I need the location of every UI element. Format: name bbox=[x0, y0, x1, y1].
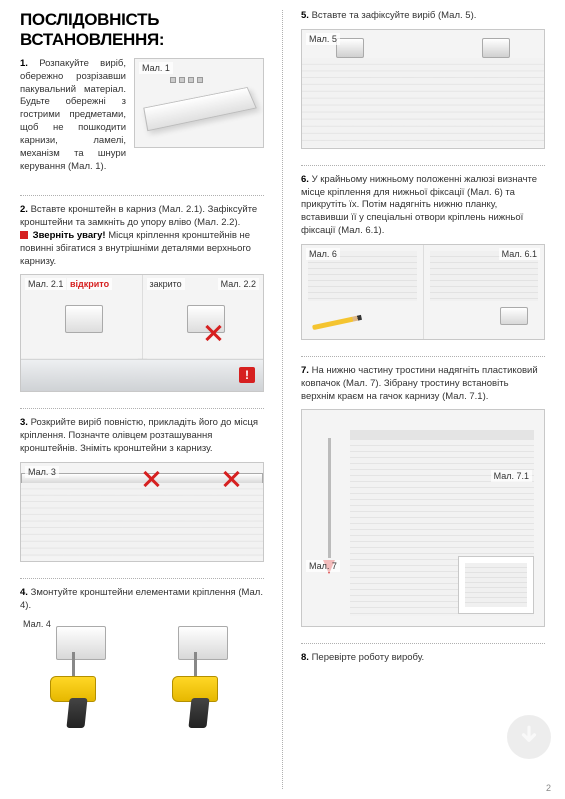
figure-7-label: Мал. 7 bbox=[306, 560, 340, 572]
figure-6: Мал. 6 Мал. 6.1 bbox=[301, 244, 545, 340]
figure-3-label: Мал. 3 bbox=[25, 466, 59, 478]
figure-2-1-label: Мал. 2.1 bbox=[25, 278, 66, 290]
figure-3: Мал. 3 bbox=[20, 462, 264, 562]
bracket-icon bbox=[56, 626, 106, 660]
drill-icon bbox=[172, 676, 234, 728]
figure-1-label: Мал. 1 bbox=[139, 62, 173, 74]
divider bbox=[301, 643, 545, 644]
divider bbox=[20, 578, 264, 579]
figure-4-right bbox=[142, 618, 264, 728]
step-5-text: 5. Вставте та зафіксуйте виріб (Мал. 5). bbox=[301, 10, 545, 23]
figure-2-2-label: Мал. 2.2 bbox=[218, 278, 259, 290]
figure-5: Мал. 5 bbox=[301, 29, 545, 149]
left-column: ПОСЛІДОВНІСТЬ ВСТАНОВЛЕННЯ: 1. Розпакуйт… bbox=[20, 10, 264, 789]
figure-6-label: Мал. 6 bbox=[306, 248, 340, 260]
small-parts-icon bbox=[170, 77, 203, 83]
divider bbox=[301, 165, 545, 166]
bracket-icon bbox=[178, 626, 228, 660]
step-3-text: 3. Розкрийте виріб повністю, прикладіть … bbox=[20, 417, 264, 455]
wand-icon bbox=[328, 438, 331, 558]
figure-2-2: закрито Мал. 2.2 ! bbox=[143, 275, 264, 391]
step-4-text: 4. Змонтуйте кронштейни елементами кріпл… bbox=[20, 587, 264, 613]
blinds-mini-icon bbox=[465, 563, 527, 607]
step-8-text: 8. Перевірте роботу виробу. bbox=[301, 652, 545, 665]
divider bbox=[20, 408, 264, 409]
headrail-icon bbox=[143, 87, 257, 131]
figure-7-1-label: Мал. 7.1 bbox=[491, 470, 532, 482]
figure-6-1-label: Мал. 6.1 bbox=[499, 248, 540, 260]
watermark-arrow-icon bbox=[507, 715, 551, 759]
state-closed-label: закрито bbox=[147, 278, 185, 290]
step-2-text: 2. Вставте кронштейн в карниз (Мал. 2.1)… bbox=[20, 204, 264, 268]
right-column: 5. Вставте та зафіксуйте виріб (Мал. 5).… bbox=[301, 10, 545, 789]
figure-4-label: Мал. 4 bbox=[20, 618, 54, 630]
cross-icon bbox=[203, 323, 223, 343]
figure-5-label: Мал. 5 bbox=[306, 33, 340, 45]
figure-4-left: Мал. 4 bbox=[20, 618, 142, 728]
figure-1: Мал. 1 bbox=[134, 58, 264, 148]
figure-7: Мал. 7 Мал. 7.1 bbox=[301, 409, 545, 627]
instruction-page: ПОСЛІДОВНІСТЬ ВСТАНОВЛЕННЯ: 1. Розпакуйт… bbox=[0, 0, 565, 799]
step-6-text: 6. У крайньому нижньому положенні жалюзі… bbox=[301, 174, 545, 238]
figure-6-1: Мал. 6.1 bbox=[424, 245, 545, 339]
step-1-block: 1. Розпакуйте виріб, обережно розрізавши… bbox=[20, 58, 264, 179]
column-divider bbox=[282, 10, 283, 789]
figure-2: Мал. 2.1 відкрито закрито Мал. 2.2 ! bbox=[20, 274, 264, 392]
blinds-icon bbox=[301, 58, 545, 147]
pencil-icon bbox=[312, 315, 362, 330]
figure-2-1: Мал. 2.1 відкрито bbox=[21, 275, 143, 391]
figure-7-1-inset bbox=[458, 556, 534, 614]
step-1-text: 1. Розпакуйте виріб, обережно розрізавши… bbox=[20, 58, 126, 173]
state-open-label: відкрито bbox=[67, 278, 112, 290]
figure-4: Мал. 4 bbox=[20, 618, 264, 728]
blinds-icon bbox=[20, 483, 264, 556]
figure-6-left: Мал. 6 bbox=[302, 245, 424, 339]
page-number: 2 bbox=[546, 783, 551, 793]
mount-icon bbox=[482, 38, 510, 58]
error-badge: ! bbox=[239, 367, 255, 383]
bracket-open-icon bbox=[65, 305, 103, 333]
mount-icon bbox=[336, 38, 364, 58]
divider bbox=[301, 356, 545, 357]
drill-icon bbox=[50, 676, 112, 728]
page-title: ПОСЛІДОВНІСТЬ ВСТАНОВЛЕННЯ: bbox=[20, 10, 264, 50]
divider bbox=[20, 195, 264, 196]
cross-icon bbox=[141, 469, 161, 489]
bottom-clip-icon bbox=[500, 307, 528, 325]
cross-icon bbox=[221, 469, 241, 489]
step-7-text: 7. На нижню частину тростини надягніть п… bbox=[301, 365, 545, 403]
warning-icon bbox=[20, 231, 28, 239]
